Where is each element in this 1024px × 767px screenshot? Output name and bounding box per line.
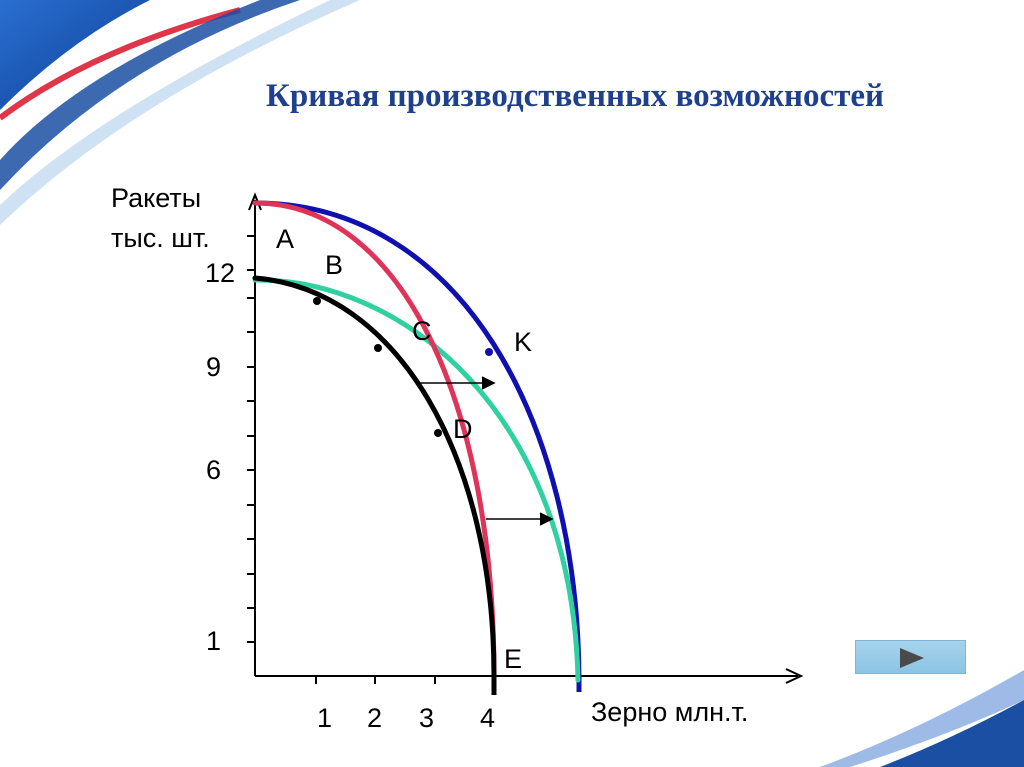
y-tick-label-12: 12 [205,258,236,288]
point-label-k: K [514,327,533,357]
point-dot-c [374,344,382,352]
x-axis-title: Зерно млн.т. [591,697,749,727]
curve-blue-outer [252,200,582,683]
point-dot-b [313,297,321,305]
point-label-d: D [453,414,473,444]
next-slide-button[interactable] [855,640,966,674]
point-dot-d [434,429,442,437]
y-tick-label-9: 9 [206,352,222,382]
curve-points [313,297,493,437]
point-label-b: B [325,250,344,280]
y-axis-title-line2: тыс. шт. [111,223,210,253]
y-tick-label-6: 6 [206,455,222,485]
x-axis-arrowhead [785,668,804,684]
slide-title: Кривая производственных возможностей [265,78,885,114]
decor-top-left [0,0,360,225]
decor-blue-band [0,0,150,110]
shift-arrow-upper-head [481,376,496,390]
curve-black-original [252,275,497,679]
x-axis-ticks [315,676,436,684]
x-tick-label-1: 1 [317,703,333,733]
x-tick-label-4: 4 [480,703,496,733]
decor-blue-corner [880,700,1024,767]
curve-red [252,200,497,679]
y-axis-ticks [247,235,256,643]
ppf-curves [252,200,582,683]
y-axis-title-line1: Ракеты [111,183,202,213]
x-tick-label-3: 3 [419,703,435,733]
decor-red-stripe [0,7,241,121]
point-dot-k [485,348,493,356]
point-label-a: A [276,224,295,254]
y-tick-label-1: 1 [206,626,222,656]
point-label-e: E [504,644,523,674]
curve-teal [252,277,581,683]
shift-arrows [416,376,554,526]
decor-bottom-right [820,670,1024,767]
shift-arrow-lower-head [539,512,554,526]
x-tick-label-2: 2 [367,703,383,733]
play-triangle-icon [900,648,924,668]
point-label-c: C [412,316,432,346]
